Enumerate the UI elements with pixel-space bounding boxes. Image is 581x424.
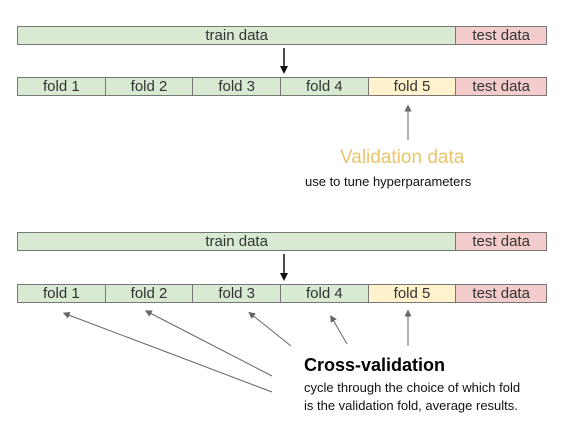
fold-4-segment: fold 4 [281, 78, 369, 95]
fold-bar-bottom: fold 1 fold 2 fold 3 fold 4 fold 5 test … [17, 284, 547, 303]
fold-2-segment: fold 2 [105, 78, 194, 95]
validation-data-subtitle: use to tune hyperparameters [305, 174, 472, 189]
train-test-split-bar-top: train data test data [17, 26, 547, 45]
fold-3-segment: fold 3 [193, 285, 282, 302]
arrow-to-fold-4-bottom [330, 314, 348, 345]
arrow-to-fold-1-bottom [62, 311, 273, 393]
fold-2-segment: fold 2 [105, 285, 194, 302]
fold-5-validation-segment: fold 5 [368, 285, 457, 302]
cross-validation-line-1: cycle through the choice of which fold [304, 380, 521, 395]
fold-bar-top: fold 1 fold 2 fold 3 fold 4 fold 5 test … [17, 77, 547, 96]
cross-validation-line-2: is the validation fold, average results. [304, 398, 518, 413]
fold-1-segment: fold 1 [18, 285, 106, 302]
fold-4-segment: fold 4 [281, 285, 369, 302]
test-data-segment: test data [456, 285, 547, 302]
test-data-segment: test data [456, 233, 546, 250]
train-test-split-bar-bottom: train data test data [17, 232, 547, 251]
validation-data-title: Validation data [340, 147, 465, 168]
train-data-segment: train data [18, 233, 457, 250]
fold-5-validation-segment: fold 5 [368, 78, 457, 95]
fold-1-segment: fold 1 [18, 78, 106, 95]
cross-validation-title: Cross-validation [304, 355, 446, 375]
test-data-segment: test data [456, 78, 547, 95]
fold-3-segment: fold 3 [193, 78, 282, 95]
arrow-to-fold-3-bottom [248, 311, 292, 347]
arrow-to-fold-2-bottom [144, 310, 273, 377]
train-data-segment: train data [18, 27, 457, 44]
test-data-segment: test data [456, 27, 546, 44]
